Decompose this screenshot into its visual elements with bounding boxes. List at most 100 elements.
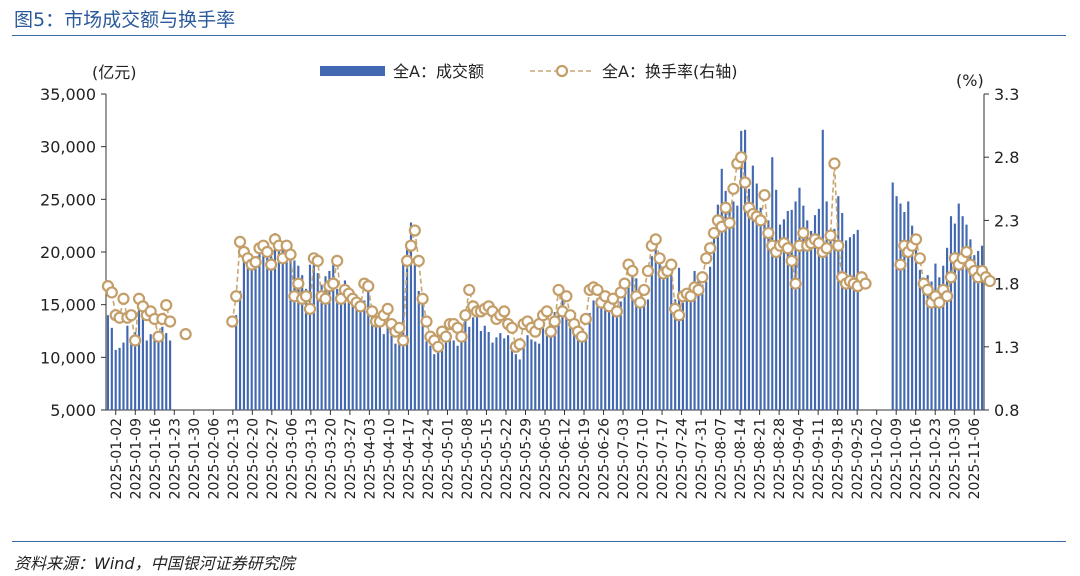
bar [507,335,510,410]
turnover-point [105,286,118,299]
bar [487,332,490,410]
bar [926,275,929,410]
bar [790,209,793,410]
turnover-point [459,309,472,322]
turnover-point [397,334,410,347]
x-tick-label: 2025-06-05 [538,418,554,499]
bar [258,254,261,410]
bar [367,290,370,410]
turnover-point [591,283,604,297]
x-tick-label: 2025-08-07 [714,418,730,499]
top-rule [12,35,1066,36]
turnover-point [933,296,946,309]
bar [557,313,560,410]
bar [782,219,785,410]
bar [336,288,339,410]
bar [942,265,945,410]
bar [417,290,420,410]
left-tick-label: 30,000 [40,138,96,157]
x-tick-label: 2025-07-31 [694,418,710,499]
turnover-point [420,315,433,328]
turnover-point [117,292,130,305]
turnover-point [909,233,923,246]
turnover-point [455,330,468,343]
bar [534,341,537,410]
bar [946,247,949,410]
bar [297,265,300,410]
x-tick-label: 2025-11-06 [967,418,983,499]
x-tick-label: 2025-07-24 [675,418,691,499]
x-tick-label: 2025-04-24 [421,418,437,499]
turnover-point [160,298,173,312]
bar [891,182,894,410]
bar [270,248,273,410]
right-tick-label: 1.8 [994,275,1019,294]
bar [961,216,964,410]
bar [328,270,331,410]
bar [619,301,622,410]
bar [580,338,583,410]
turnover-point [381,302,394,315]
bar [573,333,576,410]
bar [977,250,980,410]
turnover-point [665,258,678,271]
x-tick-label: 2025-05-08 [460,418,476,499]
bar [778,224,782,410]
bar [518,359,521,410]
x-tick-label: 2025-01-30 [187,418,203,499]
bar [693,270,696,410]
bar [841,213,844,410]
turnover-point [789,277,802,290]
x-tick-label: 2025-04-10 [382,418,398,499]
bar [953,223,956,410]
turnover-point [292,277,305,290]
turnover-point [785,254,798,267]
bar [724,190,727,410]
bar [596,298,599,410]
bar [460,329,463,410]
x-tick-label: 2025-07-10 [636,418,652,499]
bar [744,129,747,410]
right-tick-label: 2.8 [994,148,1019,167]
bar [510,342,514,410]
x-axis-labels: 2025-01-02 2025-01-09 2025-01-16 2025-01-23… [109,410,983,499]
turnover-point [960,245,973,259]
bar [584,336,587,410]
turnover-point [983,274,996,288]
bar [157,338,160,410]
turnover-point [637,283,651,297]
bar [110,327,113,410]
bar [444,333,448,410]
x-tick-label: 2025-05-29 [518,418,534,499]
bar [479,331,482,410]
bar [751,165,754,410]
bar [806,220,809,410]
bar [600,305,603,410]
x-tick-label: 2025-07-17 [655,418,671,499]
bar [499,333,502,410]
bar [736,205,739,410]
bar [934,263,937,410]
bar [235,315,238,410]
turnover-point [653,252,666,265]
right-tick-label: 2.3 [994,211,1019,230]
bar [716,204,719,410]
bar [728,205,731,410]
x-tick-label: 2025-07-03 [616,418,632,499]
x-tick-label: 2025-02-20 [245,418,261,499]
bar [332,264,335,410]
turnover-point [226,315,239,328]
bar [701,284,704,410]
turnover-point [692,283,705,297]
turnover-point [299,290,313,303]
turnover-point [944,271,958,284]
bar [468,326,471,410]
turnover-point [641,264,655,278]
bar [305,288,308,410]
bar [685,294,688,410]
bar [775,189,778,410]
bar [813,215,817,410]
turnover-point [727,182,740,195]
turnover-point [700,252,713,265]
bar [549,324,552,410]
